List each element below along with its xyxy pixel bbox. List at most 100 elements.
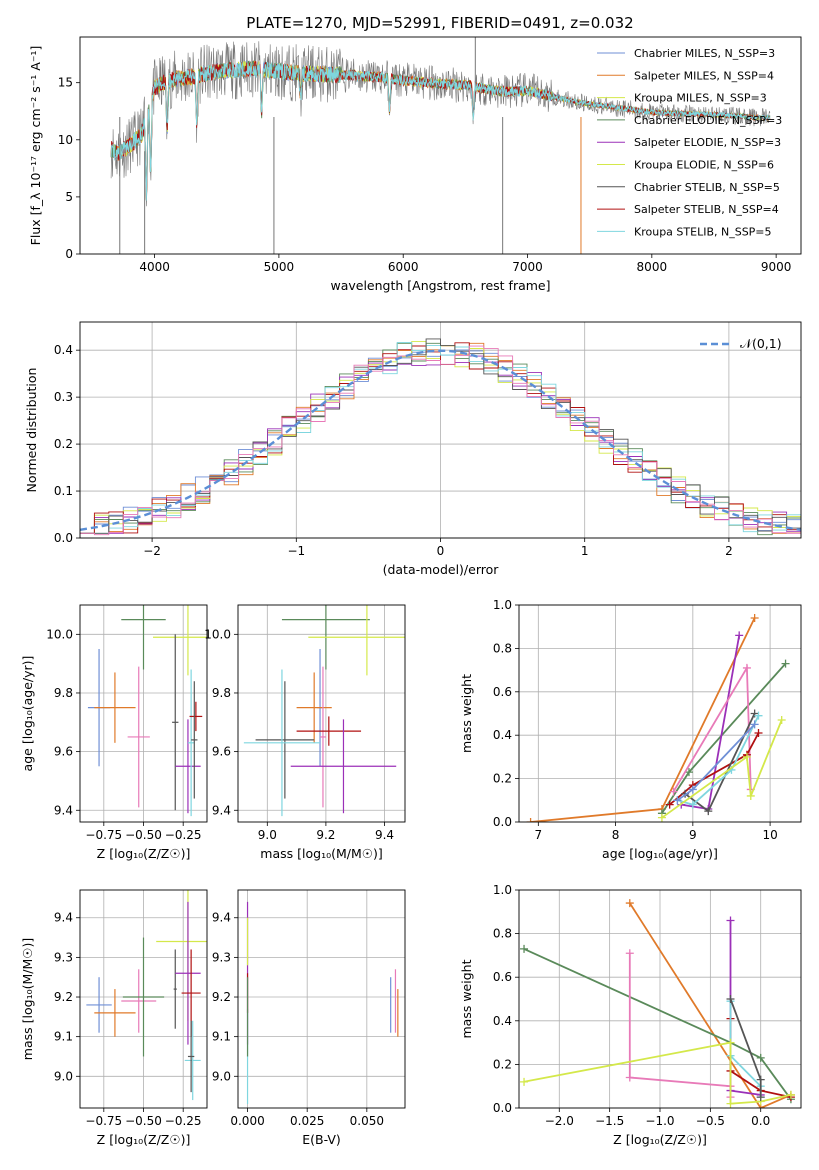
tick-label-y: 9.1 xyxy=(54,1030,73,1044)
tick-label-y: 0.8 xyxy=(493,927,512,941)
y-axis-label: mass weight xyxy=(459,674,474,753)
histogram-series-7 xyxy=(80,338,801,538)
weight-series-6 xyxy=(677,715,760,806)
weight-marker xyxy=(756,1053,765,1062)
weight-series-3 xyxy=(672,664,752,793)
axes-frame xyxy=(79,604,208,823)
tick-label-x: −2.0 xyxy=(545,1114,574,1128)
plot-area-mass-vs-Z xyxy=(86,890,207,1101)
tick-label-x: 7000 xyxy=(512,260,543,274)
weight-series-1 xyxy=(523,948,792,1100)
tick-label-y: 9.2 xyxy=(212,990,231,1004)
tick-label-y: 1.0 xyxy=(493,598,512,612)
legend-entry: Salpeter STELIB, N_SSP=4 xyxy=(634,203,779,216)
tick-label-x: −2 xyxy=(143,544,161,558)
weight-marker xyxy=(669,787,678,796)
weight-marker xyxy=(684,768,693,777)
axes-frame xyxy=(518,604,802,823)
tick-label-x: 0.0 xyxy=(751,1114,770,1128)
weight-marker xyxy=(673,796,682,805)
weight-marker xyxy=(742,752,751,761)
tick-label-x: 0 xyxy=(437,544,445,558)
tick-label-y: 0.3 xyxy=(54,390,73,404)
axes-spectrum: 4000 5000 6000 7000 8000 9000 0 5 10 15 wavelength… xyxy=(28,14,802,293)
tick-label-y: 0.4 xyxy=(54,343,73,357)
tick-label-x: 0.050 xyxy=(350,1114,384,1128)
tick-label-y: 9.3 xyxy=(212,950,231,964)
weight-series-1 xyxy=(661,663,787,814)
plot-area-residuals xyxy=(80,338,801,538)
weight-marker xyxy=(625,899,634,908)
tick-label-y: 0.4 xyxy=(493,728,512,742)
x-axis-label: wavelength [Angstrom, rest frame] xyxy=(330,278,550,293)
weight-marker xyxy=(754,711,763,720)
axes-weight-vs-Z: −2.0 −1.5 −1.0 −0.5 0.0 0.0 0.2 0.4 0.6 0.8 1.0 Z [… xyxy=(459,883,802,1147)
tick-label-y: 9.1 xyxy=(212,1030,231,1044)
x-axis-label: Z [log₁₀(Z/Z☉)] xyxy=(97,1132,191,1147)
weight-marker xyxy=(735,631,744,640)
tick-label-x: 8 xyxy=(612,828,620,842)
tick-label-y: 9.6 xyxy=(212,745,231,759)
tick-label-x: −1 xyxy=(287,544,305,558)
tick-label-x: −1.5 xyxy=(595,1114,624,1128)
tick-label-x: 2 xyxy=(725,544,733,558)
y-axis-label: Normed distribution xyxy=(24,368,39,493)
tick-label-y: 15 xyxy=(58,76,73,90)
tick-label-y: 5 xyxy=(65,190,73,204)
weight-marker xyxy=(688,785,697,794)
axes-mass-vs-Z: −0.75 −0.50 −0.25 9.0 9.1 9.2 9.3 9.4 Z [log₁₀(Z… xyxy=(20,889,208,1147)
weight-marker xyxy=(754,729,763,738)
weight-marker xyxy=(625,1073,634,1082)
weight-marker xyxy=(786,1090,795,1099)
weight-series-4 xyxy=(669,732,760,806)
tick-label-y: 0.0 xyxy=(54,531,73,545)
weight-marker xyxy=(688,800,697,809)
legend-entry: Salpeter MILES, N_SSP=4 xyxy=(634,69,774,82)
tick-label-y: 1.0 xyxy=(493,883,512,897)
x-axis-label: Z [log₁₀(Z/Z☉)] xyxy=(613,1132,707,1147)
weight-marker xyxy=(657,813,666,822)
tick-label-y: 0.0 xyxy=(493,815,512,829)
tick-label-y: 9.6 xyxy=(54,745,73,759)
legend-entry: Salpeter ELODIE, N_SSP=3 xyxy=(634,136,781,149)
axes-frame xyxy=(237,889,406,1109)
tick-label-y: 9.4 xyxy=(212,803,231,817)
tick-label-x: −0.75 xyxy=(85,828,122,842)
weight-marker xyxy=(756,1093,765,1102)
weight-marker xyxy=(726,916,735,925)
tick-label-y: 9.4 xyxy=(54,911,73,925)
weight-marker xyxy=(726,1099,735,1108)
tick-label-x: −0.25 xyxy=(165,828,202,842)
histogram-series-8 xyxy=(80,345,801,538)
tick-label-x: 10 xyxy=(762,828,777,842)
tick-label-x: 6000 xyxy=(388,260,419,274)
x-axis-label: (data-model)/error xyxy=(383,562,500,577)
axes-frame xyxy=(518,889,802,1109)
legend-entry: Kroupa MILES, N_SSP=3 xyxy=(634,92,767,105)
tick-label-y: 0.4 xyxy=(493,1014,512,1028)
weight-series-2 xyxy=(628,953,732,1098)
x-axis-label: Z [log₁₀(Z/Z☉)] xyxy=(97,846,191,861)
tick-label-x: 0.025 xyxy=(290,1114,324,1128)
weight-marker xyxy=(520,944,529,953)
x-axis-label: mass [log₁₀(M/M☉)] xyxy=(260,846,382,861)
plot-area-age-vs-Z xyxy=(87,605,207,817)
tick-label-x: 1 xyxy=(581,544,589,558)
weight-series-7 xyxy=(661,719,783,819)
axes-age-vs-Z: −0.75 −0.50 −0.25 9.4 9.6 9.8 10.0 Z [log₁₀(Z/Z… xyxy=(20,604,208,861)
plot-area-mass-vs-EBV xyxy=(246,901,399,1105)
model-line-5 xyxy=(110,61,771,201)
legend-entry: Chabrier MILES, N_SSP=3 xyxy=(634,47,775,60)
y-axis-label: mass weight xyxy=(459,959,474,1038)
weight-series-0 xyxy=(629,902,792,1108)
tick-label-x: 8000 xyxy=(637,260,668,274)
tick-label-x: −0.50 xyxy=(125,828,162,842)
tick-label-y: 9.3 xyxy=(54,950,73,964)
x-axis-label: age [log₁₀(age/yr)] xyxy=(602,846,718,861)
weight-marker xyxy=(704,807,713,816)
tick-label-y: 9.4 xyxy=(212,911,231,925)
weight-marker xyxy=(726,1038,735,1047)
y-axis-label: age [log₁₀(age/yr)] xyxy=(20,656,35,772)
tick-label-y: 10.0 xyxy=(204,627,231,641)
tick-label-x: 0.000 xyxy=(230,1114,264,1128)
